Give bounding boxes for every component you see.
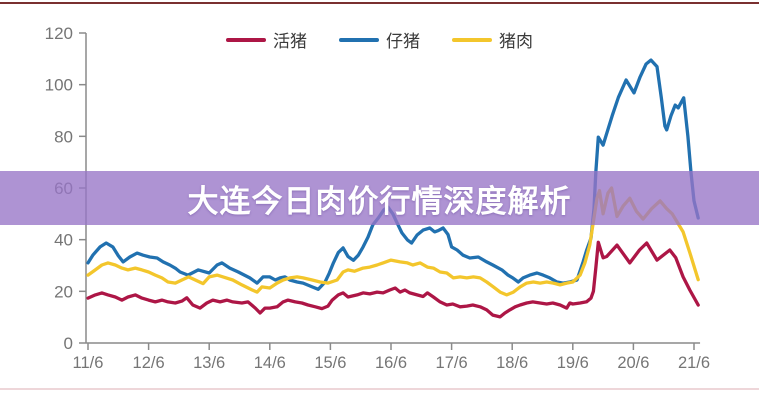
page-title: 大连今日肉价行情深度解析 xyxy=(187,183,572,219)
x-tick-label: 14/6 xyxy=(254,354,286,372)
x-tick-label: 21/6 xyxy=(678,354,710,372)
legend-item-piglet: 仔猪 xyxy=(339,27,420,52)
series-line-piglet xyxy=(86,58,700,291)
legend-item-live-pig: 活猪 xyxy=(226,27,307,52)
chart-legend: 活猪 仔猪 猪肉 xyxy=(0,27,759,52)
x-tick-label: 19/6 xyxy=(557,354,589,372)
x-tick-label: 18/6 xyxy=(496,354,528,372)
y-tick-label: 0 xyxy=(64,334,73,353)
y-tick-label: 120 xyxy=(45,24,73,43)
piglet-line-swatch-icon xyxy=(339,37,379,42)
x-tick-label: 12/6 xyxy=(133,354,165,372)
legend-label-pork: 猪肉 xyxy=(499,32,533,52)
legend-label-piglet: 仔猪 xyxy=(386,32,420,52)
y-tick-label: 100 xyxy=(45,76,73,95)
y-tick-label: 80 xyxy=(54,127,73,146)
title-overlay-banner: 大连今日肉价行情深度解析 xyxy=(0,171,759,225)
x-tick-label: 17/6 xyxy=(436,354,468,372)
x-tick-label: 11/6 xyxy=(73,354,104,372)
y-tick-label: 20 xyxy=(54,282,73,301)
legend-label-live-pig: 活猪 xyxy=(273,32,307,52)
legend-item-pork: 猪肉 xyxy=(452,27,533,52)
pork-line-swatch-icon xyxy=(452,37,492,42)
y-tick-label: 40 xyxy=(54,231,73,250)
x-tick-label: 16/6 xyxy=(375,354,407,372)
x-tick-label: 20/6 xyxy=(617,354,649,372)
x-axis-ticks: 11/6 12/6 13/6 14/6 15/6 16/6 17/6 18/6 19/6 20/6… xyxy=(73,343,710,372)
x-tick-label: 15/6 xyxy=(314,354,346,372)
live-pig-line-swatch-icon xyxy=(226,37,266,42)
series-line-live_pig xyxy=(86,240,700,319)
x-tick-label: 13/6 xyxy=(193,354,225,372)
bottom-border-line xyxy=(0,388,759,390)
top-border-line xyxy=(0,2,759,4)
